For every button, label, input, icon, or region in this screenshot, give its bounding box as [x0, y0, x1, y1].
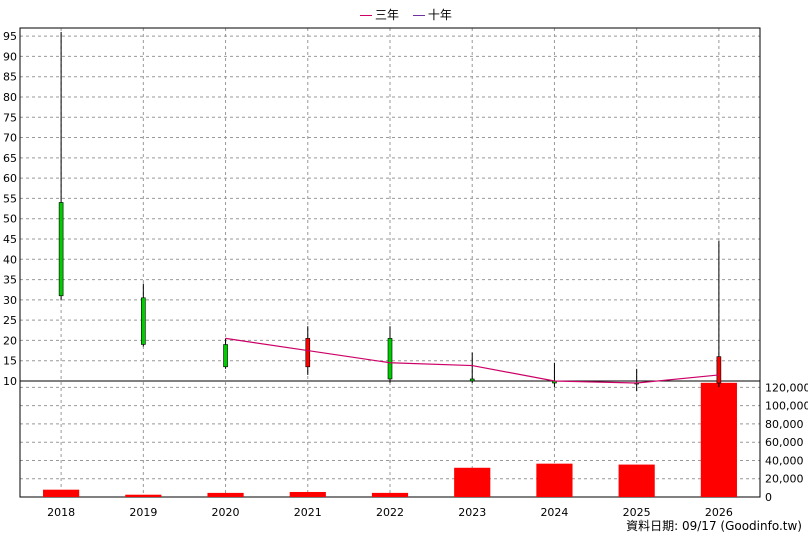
price-tick-label: 55 — [3, 192, 17, 205]
volume-tick-label: 80,000 — [765, 418, 804, 431]
volume-bar — [700, 382, 737, 497]
candle-body — [469, 378, 475, 382]
x-tick-label: 2021 — [294, 506, 322, 519]
x-tick-label: 2022 — [376, 506, 404, 519]
price-tick-label: 30 — [3, 294, 17, 307]
volume-bar — [536, 463, 573, 497]
volume-bar — [207, 492, 244, 497]
legend-label-ten-year: 十年 — [427, 8, 452, 22]
price-tick-label: 70 — [3, 132, 17, 145]
price-tick-label: 10 — [3, 375, 17, 388]
volume-tick-label: 40,000 — [765, 454, 804, 467]
candle-body — [387, 338, 393, 380]
price-tick-label: 15 — [3, 355, 17, 368]
volume-bar — [454, 467, 491, 497]
x-tick-label: 2025 — [623, 506, 651, 519]
candle-body — [141, 297, 146, 345]
volume-tick-label: 100,000 — [765, 400, 808, 413]
legend-swatch-ten-year — [412, 15, 425, 16]
price-tick-label: 60 — [3, 172, 17, 185]
legend: 三年 十年 — [360, 6, 462, 23]
volume-bar — [125, 494, 162, 497]
legend-item-ten-year: 十年 — [412, 6, 452, 23]
volume-tick-label: 120,000 — [765, 381, 808, 394]
legend-label-three-year: 三年 — [375, 8, 400, 22]
x-tick-label: 2023 — [458, 506, 486, 519]
price-tick-label: 80 — [3, 91, 17, 104]
candle-body — [305, 338, 311, 368]
price-tick-label: 45 — [3, 233, 17, 246]
x-tick-label: 2024 — [540, 506, 568, 519]
price-tick-label: 40 — [3, 253, 17, 266]
x-tick-label: 2019 — [129, 506, 157, 519]
volume-tick-label: 20,000 — [765, 473, 804, 486]
price-tick-label: 20 — [3, 334, 17, 347]
volume-bar — [618, 464, 655, 497]
candle-body — [58, 202, 64, 297]
price-tick-label: 25 — [3, 314, 17, 327]
candle-body — [716, 356, 722, 384]
price-tick-label: 85 — [3, 71, 17, 84]
price-tick-label: 90 — [3, 50, 17, 63]
price-tick-label: 75 — [3, 111, 17, 124]
volume-tick-label: 60,000 — [765, 436, 804, 449]
x-tick-label: 2020 — [212, 506, 240, 519]
price-tick-label: 35 — [3, 274, 17, 287]
x-tick-label: 2018 — [47, 506, 75, 519]
x-tick-label: 2026 — [705, 506, 733, 519]
legend-swatch-three-year — [360, 15, 372, 16]
legend-item-three-year: 三年 — [360, 6, 399, 23]
volume-bar — [371, 492, 409, 497]
volume-bar — [289, 491, 326, 497]
candle-body — [223, 344, 228, 368]
price-tick-label: 65 — [3, 152, 17, 165]
data-date-credit: 資料日期: 09/17 (Goodinfo.tw) — [626, 519, 802, 533]
volume-tick-label: 0 — [765, 491, 772, 504]
price-tick-label: 50 — [3, 213, 17, 226]
three-year-average-line — [225, 337, 719, 384]
volume-bar — [43, 489, 80, 497]
price-tick-label: 95 — [3, 30, 17, 43]
